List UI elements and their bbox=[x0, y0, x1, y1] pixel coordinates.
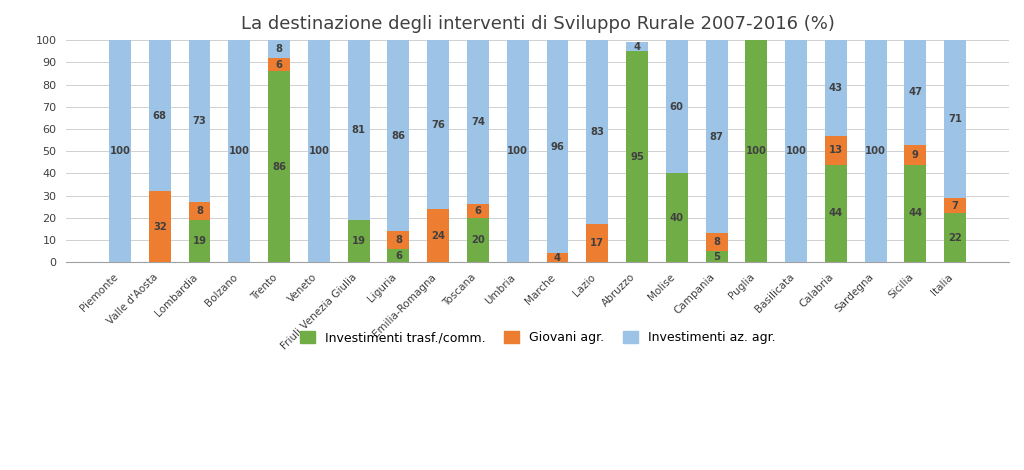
Text: 8: 8 bbox=[275, 44, 283, 54]
Bar bbox=[785, 40, 807, 262]
Bar bbox=[904, 144, 927, 164]
Bar bbox=[387, 231, 410, 249]
Text: 68: 68 bbox=[153, 110, 167, 121]
Bar bbox=[864, 40, 887, 262]
Bar bbox=[626, 42, 648, 51]
Bar bbox=[944, 213, 967, 262]
Text: 8: 8 bbox=[713, 237, 720, 247]
Text: 24: 24 bbox=[431, 231, 445, 241]
Bar bbox=[188, 202, 211, 220]
Bar bbox=[268, 40, 290, 58]
Text: 100: 100 bbox=[865, 146, 886, 156]
Bar bbox=[666, 173, 688, 262]
Bar bbox=[944, 198, 967, 213]
Text: 44: 44 bbox=[908, 208, 923, 219]
Bar bbox=[547, 40, 568, 253]
Text: 95: 95 bbox=[630, 152, 644, 162]
Text: 19: 19 bbox=[193, 236, 207, 246]
Text: 9: 9 bbox=[912, 149, 919, 159]
Text: 86: 86 bbox=[391, 131, 406, 141]
Bar bbox=[467, 204, 488, 218]
Text: 7: 7 bbox=[951, 201, 958, 211]
Bar bbox=[188, 40, 211, 202]
Bar bbox=[745, 40, 767, 262]
Bar bbox=[387, 249, 410, 262]
Bar bbox=[268, 71, 290, 262]
Bar bbox=[148, 40, 171, 191]
Text: 13: 13 bbox=[828, 145, 843, 155]
Text: 73: 73 bbox=[193, 116, 207, 126]
Bar bbox=[467, 218, 488, 262]
Text: 47: 47 bbox=[908, 87, 923, 97]
Bar bbox=[348, 40, 370, 220]
Text: 8: 8 bbox=[395, 235, 401, 245]
Text: 32: 32 bbox=[153, 222, 167, 232]
Text: 8: 8 bbox=[196, 206, 203, 216]
Text: 40: 40 bbox=[670, 213, 684, 223]
Bar bbox=[825, 40, 847, 136]
Text: 17: 17 bbox=[590, 238, 604, 248]
Bar bbox=[706, 234, 727, 251]
Text: 44: 44 bbox=[828, 208, 843, 219]
Text: 60: 60 bbox=[670, 102, 684, 112]
Bar bbox=[348, 220, 370, 262]
Text: 6: 6 bbox=[395, 251, 401, 260]
Bar bbox=[706, 251, 727, 262]
Text: 87: 87 bbox=[710, 132, 724, 142]
Bar bbox=[427, 40, 450, 209]
Text: 71: 71 bbox=[948, 114, 963, 124]
Bar bbox=[188, 220, 211, 262]
Text: 76: 76 bbox=[431, 119, 445, 130]
Bar bbox=[547, 253, 568, 262]
Bar bbox=[467, 40, 488, 204]
Text: 4: 4 bbox=[554, 253, 561, 263]
Bar bbox=[904, 164, 927, 262]
Bar bbox=[666, 40, 688, 173]
Text: 20: 20 bbox=[471, 235, 484, 245]
Text: 6: 6 bbox=[275, 60, 283, 70]
Text: 96: 96 bbox=[551, 142, 564, 152]
Title: La destinazione degli interventi di Sviluppo Rurale 2007-2016 (%): La destinazione degli interventi di Svil… bbox=[241, 15, 835, 33]
Bar bbox=[427, 209, 450, 262]
Bar bbox=[825, 164, 847, 262]
Text: 74: 74 bbox=[471, 118, 485, 127]
Text: 43: 43 bbox=[828, 83, 843, 93]
Text: 19: 19 bbox=[351, 236, 366, 246]
Bar bbox=[308, 40, 330, 262]
Bar bbox=[706, 40, 727, 234]
Bar bbox=[944, 40, 967, 198]
Bar bbox=[587, 225, 608, 262]
Text: 83: 83 bbox=[590, 127, 604, 137]
Bar bbox=[148, 191, 171, 262]
Bar bbox=[904, 40, 927, 144]
Text: 86: 86 bbox=[272, 162, 286, 172]
Text: 100: 100 bbox=[785, 146, 807, 156]
Text: 81: 81 bbox=[351, 125, 366, 135]
Text: 100: 100 bbox=[507, 146, 528, 156]
Bar bbox=[825, 136, 847, 164]
Text: 100: 100 bbox=[229, 146, 250, 156]
Bar bbox=[626, 51, 648, 262]
Bar bbox=[387, 40, 410, 231]
Bar bbox=[587, 40, 608, 225]
Text: 4: 4 bbox=[634, 42, 641, 52]
Bar bbox=[110, 40, 131, 262]
Text: 100: 100 bbox=[745, 146, 767, 156]
Text: 100: 100 bbox=[110, 146, 130, 156]
Text: 5: 5 bbox=[713, 252, 720, 262]
Legend: Investimenti trasf./comm., Giovani agr., Investimenti az. agr.: Investimenti trasf./comm., Giovani agr.,… bbox=[295, 326, 780, 349]
Text: 100: 100 bbox=[308, 146, 330, 156]
Bar bbox=[507, 40, 528, 262]
Text: 6: 6 bbox=[474, 206, 481, 216]
Bar bbox=[228, 40, 250, 262]
Text: 22: 22 bbox=[948, 233, 963, 243]
Bar bbox=[268, 58, 290, 71]
